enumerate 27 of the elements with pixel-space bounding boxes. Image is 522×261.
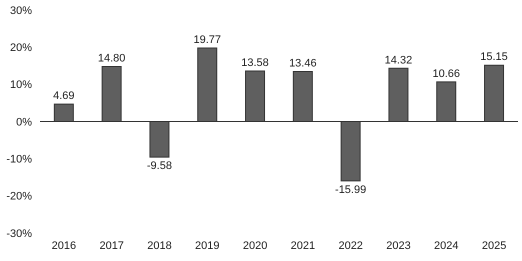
data-label: 4.69 bbox=[53, 90, 75, 102]
y-tick-label: 10% bbox=[10, 79, 32, 92]
data-label: -15.99 bbox=[335, 184, 366, 196]
x-tick-label: 2016 bbox=[52, 240, 76, 252]
y-tick-label: 0% bbox=[16, 116, 32, 128]
x-tick-label: 2022 bbox=[338, 240, 363, 252]
y-tick-label: -10% bbox=[6, 154, 32, 166]
y-tick-label: 20% bbox=[10, 42, 32, 54]
x-tick-label: 2020 bbox=[242, 240, 268, 252]
y-tick-label: -30% bbox=[6, 228, 32, 240]
x-tick-label: 2018 bbox=[147, 240, 172, 252]
data-label: 13.58 bbox=[241, 57, 269, 70]
x-tick-label: 2019 bbox=[195, 240, 220, 252]
x-tick-label: 2017 bbox=[99, 240, 124, 252]
x-tick-label: 2023 bbox=[386, 240, 411, 252]
data-label: 14.80 bbox=[98, 52, 126, 64]
x-tick-label: 2025 bbox=[482, 240, 506, 252]
x-tick-label: 2024 bbox=[434, 240, 459, 252]
x-tick-label: 2021 bbox=[290, 240, 316, 252]
data-label: -9.58 bbox=[146, 160, 172, 172]
y-tick-label: 30% bbox=[10, 4, 32, 17]
data-label: 15.15 bbox=[480, 51, 508, 64]
data-label: 14.32 bbox=[384, 54, 412, 66]
data-label: 10.66 bbox=[432, 68, 460, 80]
data-label: 13.46 bbox=[289, 57, 317, 70]
data-label: 19.77 bbox=[193, 34, 222, 46]
y-tick-label: -20% bbox=[6, 190, 32, 203]
